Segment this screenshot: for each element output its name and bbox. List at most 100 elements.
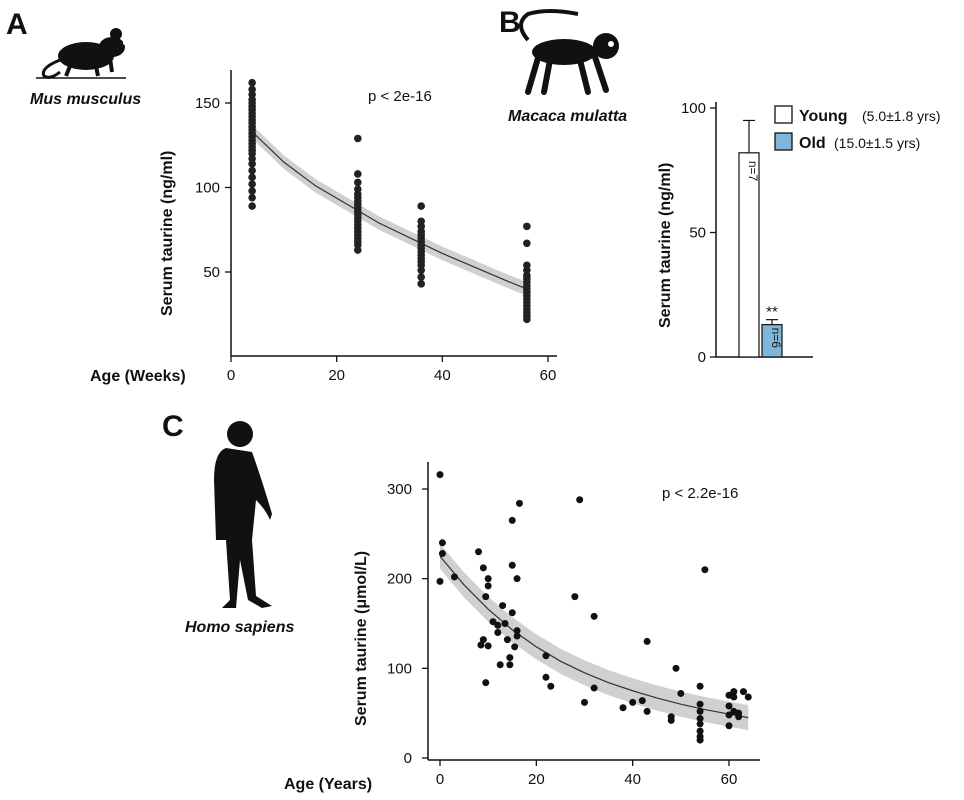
data-point-c [590,612,598,620]
data-point-c [515,499,523,507]
panel-c-letter: C [162,410,184,443]
y-tick-label-c: 0 [404,750,412,767]
data-point-a [354,246,362,254]
data-point-a [354,134,362,143]
data-point-c [667,713,675,721]
data-point-c [701,566,709,574]
data-point-a [248,202,256,210]
data-point-c [696,707,704,715]
data-point-c [696,727,704,735]
data-point-c [477,641,485,649]
x-tick-label-a: 20 [328,367,345,384]
x-tick-label-c: 0 [436,771,444,788]
data-point-c [475,548,483,556]
monkey-icon [519,9,619,95]
y-tick-label-c: 200 [387,571,412,588]
x-tick-label-c: 40 [624,771,641,788]
y-tick-label-b: 0 [698,349,706,366]
data-point-c [638,697,646,705]
data-point-c [696,682,704,690]
x-tick-label-a: 0 [227,367,235,384]
data-point-c [643,707,651,715]
legend-old-label: Old [799,135,826,152]
data-point-c [725,722,733,730]
legend-young-detail: (5.0±1.8 yrs) [862,108,940,124]
data-point-a [417,202,426,210]
data-point-c [744,693,752,701]
y-tick-label-a: 50 [203,264,220,281]
data-point-c [506,654,514,662]
data-point-a [417,273,426,281]
data-point-c [547,682,555,690]
data-point-c [438,550,446,558]
significance-marker: ** [766,304,778,321]
data-point-c [677,689,685,697]
data-point-c [494,628,502,636]
data-point-a [354,170,362,178]
data-point-a [248,78,256,87]
data-point-c [513,627,521,635]
y-tick-label-b: 100 [681,100,706,117]
data-point-c [576,496,584,504]
data-point-c [725,702,733,710]
data-point-a [248,160,256,168]
data-point-c [581,698,588,706]
bar-young [738,152,760,358]
data-point-c [489,618,497,626]
data-point-c [501,620,509,627]
data-point-c [542,673,550,681]
y-tick-label-c: 100 [387,660,412,677]
data-point-c [496,661,504,669]
data-point-a [417,266,426,275]
data-point-c [484,582,492,590]
data-point-c [725,711,733,719]
data-point-a [523,222,531,231]
species-label-human: Homo sapiens [185,619,294,636]
data-point-c [730,693,738,701]
y-axis-label-b: Serum taurine (ng/ml) [657,163,674,328]
data-point-a [248,187,256,195]
data-point-c [503,636,511,644]
data-point-c [436,577,444,585]
chart-c-plot: 0 100 200 300 0 20 40 60 [387,462,760,788]
y-axis-label-c: Serum taurine (μmol/L) [353,551,370,726]
human-icon [214,421,272,608]
data-point-a [354,178,362,187]
data-point-c [499,602,507,610]
p-value-a: p < 2e-16 [368,88,432,105]
data-point-c [513,575,521,583]
data-point-c [696,715,704,723]
y-tick-label-a: 150 [195,95,220,112]
data-point-a [417,280,426,288]
data-point-c [643,637,651,645]
legend-young-swatch [774,105,793,124]
data-point-c [479,564,487,572]
x-tick-label-a: 60 [540,367,557,384]
x-tick-label-a: 40 [434,367,451,384]
data-point-c [450,573,458,581]
chart-a-ci-band [252,124,527,296]
y-tick-label-c: 300 [387,481,412,498]
data-point-c [619,704,627,712]
y-tick-label-a: 100 [195,180,220,197]
data-point-c [739,688,747,696]
data-point-c [508,516,516,524]
data-point-c [730,688,738,696]
data-point-c [513,632,521,640]
data-point-c [436,471,444,479]
n-label-young: n=7 [746,161,760,182]
species-label-mouse: Mus musculus [30,91,141,108]
data-point-a [248,180,256,188]
data-point-c [484,642,492,650]
data-point-c [511,643,519,651]
data-point-c [438,539,446,547]
y-tick-label-b: 50 [689,225,706,242]
data-point-c [590,684,598,692]
data-point-c [482,679,490,687]
chart-a-plot: 50 100 150 0 20 40 60 [195,70,557,384]
data-point-a [248,193,256,202]
mouse-icon [36,28,127,79]
data-point-c [735,713,743,721]
panel-a-letter: A [6,8,28,41]
data-point-c [494,621,502,629]
